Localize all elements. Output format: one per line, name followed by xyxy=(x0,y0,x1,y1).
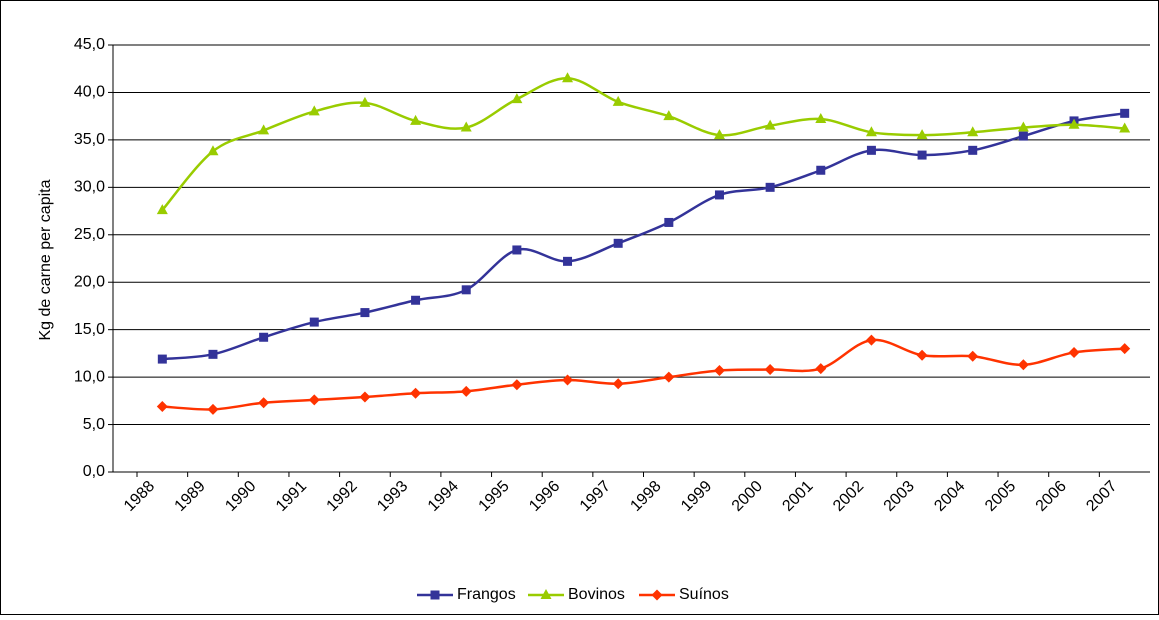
marker xyxy=(430,590,440,600)
marker xyxy=(562,72,574,83)
marker xyxy=(815,363,827,375)
marker xyxy=(1068,118,1080,129)
y-tick-label: 5,0 xyxy=(83,416,105,433)
marker xyxy=(917,150,927,160)
legend-label: Suínos xyxy=(679,586,729,603)
marker xyxy=(563,256,573,266)
y-tick-label: 45,0 xyxy=(74,36,105,53)
marker xyxy=(1018,131,1028,141)
marker xyxy=(916,129,928,140)
marker xyxy=(865,334,877,346)
marker xyxy=(815,113,827,124)
marker xyxy=(651,589,663,601)
marker xyxy=(865,126,877,137)
y-tick-label: 40,0 xyxy=(74,84,105,101)
y-tick-label: 35,0 xyxy=(74,131,105,148)
marker xyxy=(1017,121,1029,132)
marker xyxy=(258,124,270,135)
marker xyxy=(156,401,168,413)
marker xyxy=(308,105,320,116)
y-tick-label: 15,0 xyxy=(74,321,105,338)
legend-label: Frangos xyxy=(457,586,516,603)
marker xyxy=(713,129,725,140)
marker xyxy=(511,379,523,391)
marker xyxy=(512,245,522,255)
marker xyxy=(714,190,724,200)
marker xyxy=(663,110,675,121)
marker xyxy=(612,378,624,390)
marker xyxy=(562,374,574,386)
marker xyxy=(308,394,320,406)
y-axis-label: Kg de carne per capita xyxy=(37,179,54,340)
marker xyxy=(156,204,168,215)
marker xyxy=(360,308,370,318)
marker xyxy=(1120,108,1130,118)
marker xyxy=(460,385,472,397)
marker xyxy=(309,317,319,327)
marker xyxy=(207,403,219,415)
marker xyxy=(157,354,167,364)
marker xyxy=(259,332,269,342)
marker xyxy=(713,364,725,376)
legend-label: Bovinos xyxy=(568,586,625,603)
marker xyxy=(1017,359,1029,371)
marker xyxy=(359,391,371,403)
marker xyxy=(1068,346,1080,358)
marker xyxy=(916,349,928,361)
marker xyxy=(359,96,371,107)
marker xyxy=(613,238,623,248)
marker xyxy=(208,349,218,359)
marker xyxy=(460,121,472,132)
marker xyxy=(764,119,776,130)
y-tick-label: 30,0 xyxy=(74,179,105,196)
marker xyxy=(461,285,471,295)
marker xyxy=(1119,343,1131,355)
marker xyxy=(866,145,876,155)
marker xyxy=(258,397,270,409)
y-tick-label: 10,0 xyxy=(74,368,105,385)
marker xyxy=(612,95,624,106)
marker xyxy=(663,371,675,383)
marker xyxy=(410,387,422,399)
marker xyxy=(816,165,826,175)
marker xyxy=(540,589,552,599)
marker xyxy=(967,350,979,362)
marker xyxy=(411,295,421,305)
y-tick-label: 20,0 xyxy=(74,273,105,290)
y-tick-label: 0,0 xyxy=(83,463,105,480)
marker xyxy=(664,217,674,227)
series-line xyxy=(162,112,1125,361)
marker xyxy=(511,93,523,104)
marker xyxy=(968,145,978,155)
y-tick-label: 25,0 xyxy=(74,226,105,243)
marker xyxy=(410,114,422,125)
marker xyxy=(765,182,775,192)
marker xyxy=(1119,122,1131,133)
marker xyxy=(207,145,219,156)
marker xyxy=(967,126,979,137)
marker xyxy=(764,364,776,376)
